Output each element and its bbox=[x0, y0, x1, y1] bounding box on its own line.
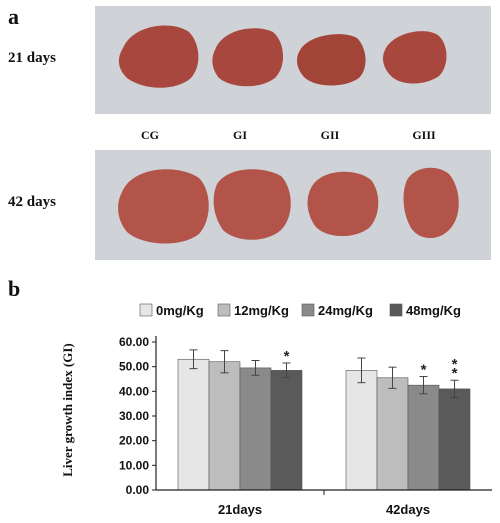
y-tick-label: 0.00 bbox=[126, 483, 150, 497]
legend-label: 48mg/Kg bbox=[406, 303, 461, 318]
significance-markers: ** ** bbox=[284, 348, 458, 382]
legend-label: 24mg/Kg bbox=[318, 303, 373, 318]
legend-label: 0mg/Kg bbox=[156, 303, 204, 318]
y-axis-ticks: 0.00 10.00 20.00 30.00 40.00 50.00 60.00 bbox=[119, 335, 156, 497]
group-label-gii: GII bbox=[320, 128, 340, 142]
liver-21-gii bbox=[297, 34, 366, 86]
significance-marker: * bbox=[452, 365, 458, 382]
liver-42-giii bbox=[403, 167, 459, 239]
liver-42-gi bbox=[213, 169, 291, 240]
liver-21-giii bbox=[383, 31, 447, 84]
liver-photo-21-days bbox=[95, 6, 491, 114]
y-axis-label: Liver growth index (GI) bbox=[60, 343, 75, 477]
bar-21days-48mg-Kg bbox=[270, 370, 303, 491]
growth-index-chart: 0mg/Kg 12mg/Kg 24mg/Kg 48mg/Kg Liver growth… bbox=[60, 303, 492, 517]
significance-marker: * bbox=[284, 348, 290, 365]
row-label-21-days: 21 days bbox=[8, 50, 56, 66]
bar-42days-12mg-Kg bbox=[376, 377, 409, 491]
y-tick-label: 10.00 bbox=[119, 458, 149, 472]
significance-marker: * bbox=[421, 362, 427, 379]
liver-21-cg bbox=[118, 25, 199, 88]
row-label-42-days: 42 days bbox=[8, 194, 56, 210]
liver-photo-21-days-svg bbox=[95, 6, 491, 114]
panel-a-letter: a bbox=[8, 4, 19, 29]
liver-42-gii bbox=[307, 171, 379, 237]
error-bars bbox=[189, 349, 459, 398]
bar-21days-0mg-Kg bbox=[177, 358, 210, 491]
x-axis-ticks: 21days 42days bbox=[218, 490, 430, 517]
legend-label: 12mg/Kg bbox=[234, 303, 289, 318]
significance-marker: * bbox=[452, 356, 458, 373]
y-tick-label: 30.00 bbox=[119, 409, 149, 423]
panel-b-letter: b bbox=[8, 276, 21, 301]
legend-swatch bbox=[301, 303, 315, 317]
y-tick-label: 20.00 bbox=[119, 434, 149, 448]
bar-groups bbox=[177, 358, 471, 491]
y-tick-label: 50.00 bbox=[119, 360, 149, 374]
bar-42days-0mg-Kg bbox=[345, 370, 378, 491]
y-tick-label: 40.00 bbox=[119, 384, 149, 398]
liver-42-cg bbox=[118, 169, 209, 244]
liver-photo-42-days bbox=[95, 150, 491, 260]
bar-42days-48mg-Kg bbox=[438, 388, 471, 491]
liver-photo-42-days-svg bbox=[95, 150, 491, 260]
liver-21-gi bbox=[212, 28, 284, 87]
bar-21days-24mg-Kg bbox=[239, 367, 272, 491]
group-label-giii: GIII bbox=[412, 128, 436, 142]
x-tick-label: 21days bbox=[218, 502, 262, 517]
x-tick-label: 42days bbox=[386, 502, 430, 517]
bar-42days-24mg-Kg bbox=[407, 384, 440, 491]
group-label-cg: CG bbox=[141, 128, 159, 142]
legend-swatch bbox=[217, 303, 231, 317]
bar-21days-12mg-Kg bbox=[208, 361, 241, 491]
chart-legend: 0mg/Kg 12mg/Kg 24mg/Kg 48mg/Kg bbox=[139, 303, 461, 318]
group-label-gi: GI bbox=[232, 128, 247, 142]
y-tick-label: 60.00 bbox=[119, 335, 149, 349]
legend-swatch bbox=[139, 303, 153, 317]
legend-swatch bbox=[389, 303, 403, 317]
